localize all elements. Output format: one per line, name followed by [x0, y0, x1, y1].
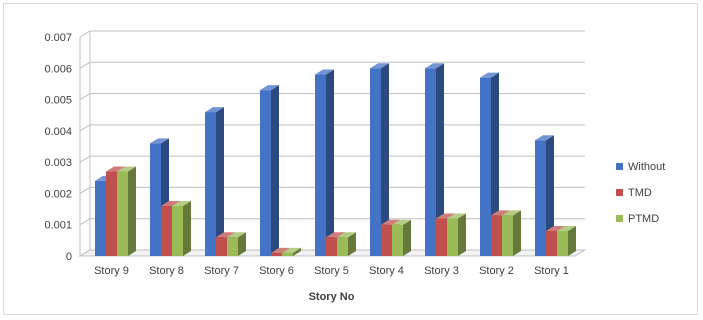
bar-ptmd-story-3	[447, 213, 466, 256]
x-tick-label: Story 9	[94, 265, 129, 277]
x-tick-label: Story 3	[424, 265, 459, 277]
y-tick-label: 0.004	[44, 126, 72, 138]
gridline	[79, 30, 585, 38]
chart-area	[3, 3, 698, 315]
bar-without-story-3	[425, 63, 444, 257]
x-tick-label: Story 1	[534, 265, 569, 277]
bar-without-story-5	[315, 69, 334, 257]
y-tick-label: 0.001	[44, 220, 72, 232]
bar-ptmd-story-9	[117, 166, 136, 256]
y-tick-label: 0.006	[44, 63, 72, 75]
x-axis-title: Story No	[309, 291, 355, 303]
bar-ptmd-story-1	[557, 225, 576, 256]
y-tick-label: 0	[66, 251, 72, 263]
bar-ptmd-story-4	[392, 219, 411, 256]
legend: Without TMD PTMD	[616, 161, 665, 225]
x-tick-label: Story 2	[479, 265, 514, 277]
gridline	[79, 61, 585, 69]
bar-ptmd-story-7	[227, 232, 246, 256]
bar-ptmd-story-6	[282, 247, 301, 256]
bar-without-story-1	[535, 135, 554, 256]
legend-swatch-without	[616, 163, 623, 170]
bar-ptmd-story-8	[172, 200, 191, 256]
x-tick-label: Story 8	[149, 265, 184, 277]
x-axis-tick-labels: Story 9 Story 8 Story 7 Story 6 Story 5 Story…	[94, 265, 569, 277]
y-axis-tick-labels: 0 0.001 0.002 0.003 0.004 0.005 0.006 0.007	[44, 32, 72, 263]
x-tick-label: Story 4	[369, 265, 404, 277]
y-tick-label: 0.002	[44, 188, 72, 200]
bar-without-story-6	[260, 85, 279, 256]
x-tick-label: Story 7	[204, 265, 239, 277]
bar-without-story-7	[205, 107, 224, 256]
legend-label-ptmd: PTMD	[628, 213, 659, 225]
bar-without-story-2	[480, 72, 499, 257]
y-tick-label: 0.005	[44, 95, 72, 107]
bar-without-story-4	[370, 63, 389, 257]
bar-ptmd-story-2	[502, 210, 521, 256]
legend-swatch-ptmd	[616, 215, 623, 222]
legend-swatch-tmd	[616, 189, 623, 196]
bars	[95, 63, 576, 257]
x-tick-label: Story 6	[259, 265, 294, 277]
bar-ptmd-story-5	[337, 232, 356, 256]
legend-label-tmd: TMD	[628, 187, 652, 199]
x-tick-label: Story 5	[314, 265, 349, 277]
y-tick-label: 0.003	[44, 157, 72, 169]
y-tick-label: 0.007	[44, 32, 72, 44]
legend-label-without: Without	[628, 161, 665, 173]
